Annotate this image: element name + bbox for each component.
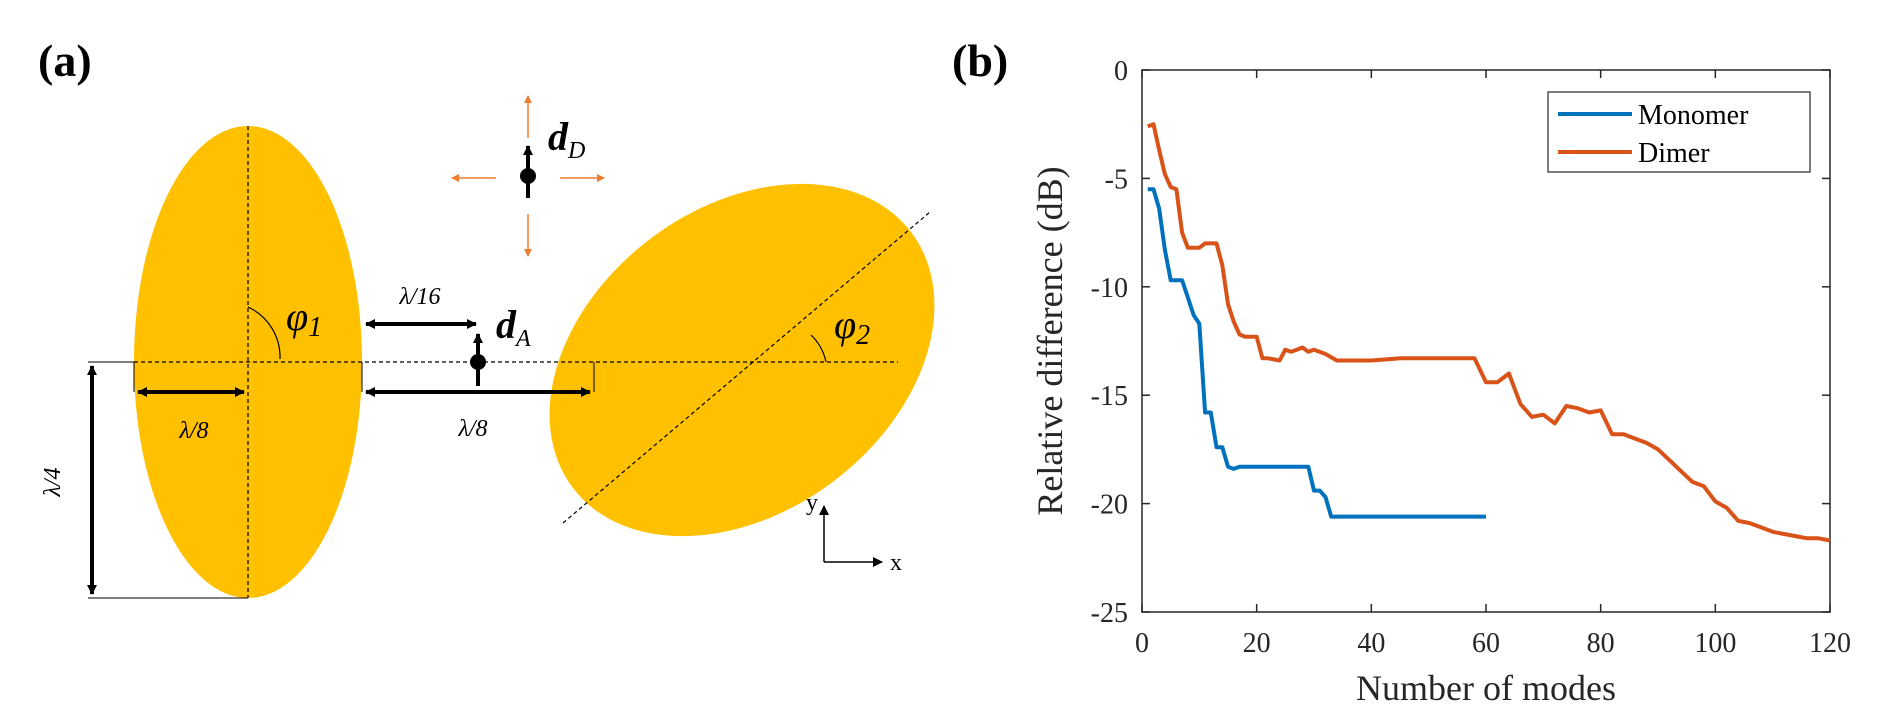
semi-axis-label: λ/8 [178, 418, 208, 444]
legend-label-monomer: Monomer [1638, 100, 1749, 131]
y-tick-label: -10 [1091, 273, 1128, 304]
right-ellipse-major-axis [562, 211, 931, 524]
phi1-label: φ1 [286, 294, 322, 343]
x-tick-label: 60 [1472, 628, 1500, 659]
series-line-monomer [1147, 187, 1486, 519]
y-tick-label: -15 [1091, 381, 1128, 412]
y-tick-label: -5 [1105, 164, 1128, 195]
x-tick-label: 40 [1357, 628, 1385, 659]
x-tick-label: 20 [1243, 628, 1271, 659]
x-tick-label: 100 [1694, 628, 1736, 659]
coord-x-label: x [890, 550, 902, 576]
coord-y-label: y [806, 490, 818, 516]
x-tick-label: 0 [1135, 628, 1149, 659]
gap-label: λ/16 [398, 284, 440, 310]
dD-label: dD [548, 114, 585, 164]
y-tick-label: 0 [1114, 56, 1128, 87]
phi2-label: φ2 [834, 302, 870, 351]
relative-difference-chart: 0 20 40 60 80 100 120 0 -5 -10 -15 -20 -25 Number of … [1030, 56, 1851, 708]
y-tick-label: -25 [1091, 598, 1128, 629]
x-axis-label: Number of modes [1356, 668, 1616, 708]
panel-b: (b) 0 20 40 60 80 100 120 0 -5 -10 -15 -20 -25 Number… [952, 35, 1851, 708]
right-ellipse [549, 183, 935, 537]
spacing-label: λ/8 [457, 416, 487, 442]
y-axis-label: Relative difference (dB) [1030, 166, 1070, 515]
dD-dipole-dot [520, 168, 536, 184]
dA-dipole-dot [470, 354, 486, 370]
phi1-angle-arc [247, 306, 281, 360]
y-tick-label: -20 [1091, 490, 1128, 521]
panel-b-label: (b) [952, 35, 1008, 86]
x-tick-label: 120 [1809, 628, 1851, 659]
dA-label: dA [496, 302, 531, 352]
height-label: λ/4 [40, 467, 66, 497]
legend-label-dimer: Dimer [1638, 138, 1710, 169]
x-tick-label: 80 [1587, 628, 1615, 659]
panel-a-label: (a) [38, 35, 92, 86]
phi2-angle-arc [810, 334, 827, 363]
series-line-dimer [1146, 122, 1831, 543]
panel-a: (a) λ/4 λ/8 λ/8 λ/16 φ1 φ2 [38, 35, 935, 599]
legend-box [1547, 91, 1811, 173]
